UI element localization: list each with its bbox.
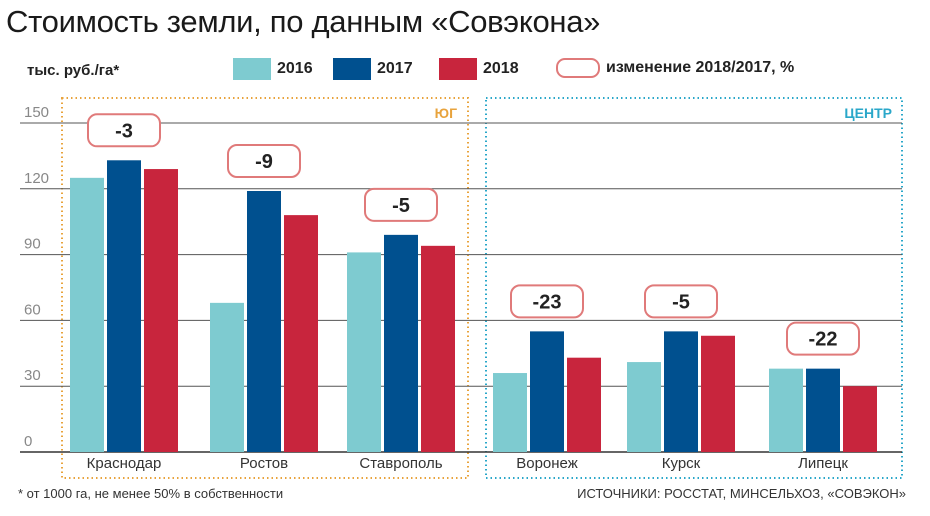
bar-2-2018	[284, 215, 318, 452]
bar-1-2017	[107, 160, 141, 452]
bar-3-2016	[347, 252, 381, 452]
change-callout-2	[227, 143, 301, 178]
category-label-2: Ростов	[240, 455, 288, 472]
bar-2-2017	[247, 190, 281, 452]
footnote: * от 1000 га, не менее 50% в собственнос…	[18, 486, 284, 501]
y-tick-label-90: 90	[24, 236, 41, 253]
chart-title: Стоимость земли, по данным «Совэкона»	[6, 4, 601, 39]
change-label-6: -22	[809, 329, 838, 351]
category-label-5: Курск	[662, 455, 701, 472]
legend-swatch-change	[556, 58, 600, 78]
legend-swatch-2018	[439, 58, 477, 80]
bar-5-2017	[664, 331, 698, 452]
legend-label-2016: 2016	[277, 60, 313, 77]
category-label-6: Липецк	[798, 455, 848, 472]
legend-swatch-2017	[333, 58, 371, 80]
group-frame-2	[485, 97, 903, 479]
bar-4-2018	[567, 357, 601, 452]
legend-item-2016: 2016	[233, 58, 313, 80]
bar-4-2017	[530, 331, 564, 452]
category-label-4: Воронеж	[516, 455, 578, 472]
category-label-3: Ставрополь	[359, 455, 442, 472]
change-callout-1	[87, 113, 161, 148]
legend-label-2017: 2017	[377, 60, 413, 77]
group-label-2: ЦЕНТР	[844, 105, 892, 121]
legend-item-2018: 2018	[439, 58, 519, 80]
bar-5-2018	[701, 335, 735, 452]
legend: 2016 2017 2018 изменение 2018/2017, %	[0, 58, 930, 84]
bar-3-2017	[384, 234, 418, 452]
change-callout-3	[364, 187, 438, 222]
bar-6-2018	[843, 386, 877, 452]
bar-1-2018	[144, 169, 178, 452]
change-callout-4	[510, 284, 584, 319]
legend-swatch-2016	[233, 58, 271, 80]
legend-label-change: изменение 2018/2017, %	[606, 59, 795, 76]
y-tick-label-0: 0	[24, 433, 32, 450]
bar-2-2016	[210, 302, 244, 452]
change-label-3: -5	[392, 195, 410, 217]
bar-6-2016	[769, 368, 803, 452]
y-tick-label-30: 30	[24, 367, 41, 384]
category-label-1: Краснодар	[87, 455, 162, 472]
legend-item-change: изменение 2018/2017, %	[556, 58, 794, 78]
y-tick-label-60: 60	[24, 301, 41, 318]
change-label-5: -5	[672, 291, 690, 313]
sources-note: ИСТОЧНИКИ: РОССТАТ, МИНСЕЛЬХОЗ, «СОВЭКОН…	[577, 486, 906, 501]
group-frame-1	[61, 97, 469, 479]
bar-6-2017	[806, 368, 840, 452]
bar-4-2016	[493, 373, 527, 452]
y-tick-label-120: 120	[24, 170, 49, 187]
change-label-4: -23	[533, 291, 562, 313]
change-callout-5	[644, 284, 718, 319]
group-label-1: ЮГ	[435, 105, 457, 121]
change-label-2: -9	[255, 151, 273, 173]
bar-1-2016	[70, 177, 104, 453]
y-axis-unit-label: тыс. руб./га*	[27, 62, 120, 79]
bar-5-2016	[627, 362, 661, 452]
change-callout-6	[786, 321, 860, 356]
y-tick-label-150: 150	[24, 104, 49, 121]
change-label-1: -3	[115, 120, 133, 142]
legend-item-2017: 2017	[333, 58, 413, 80]
bar-3-2018	[421, 245, 455, 452]
legend-label-2018: 2018	[483, 60, 519, 77]
